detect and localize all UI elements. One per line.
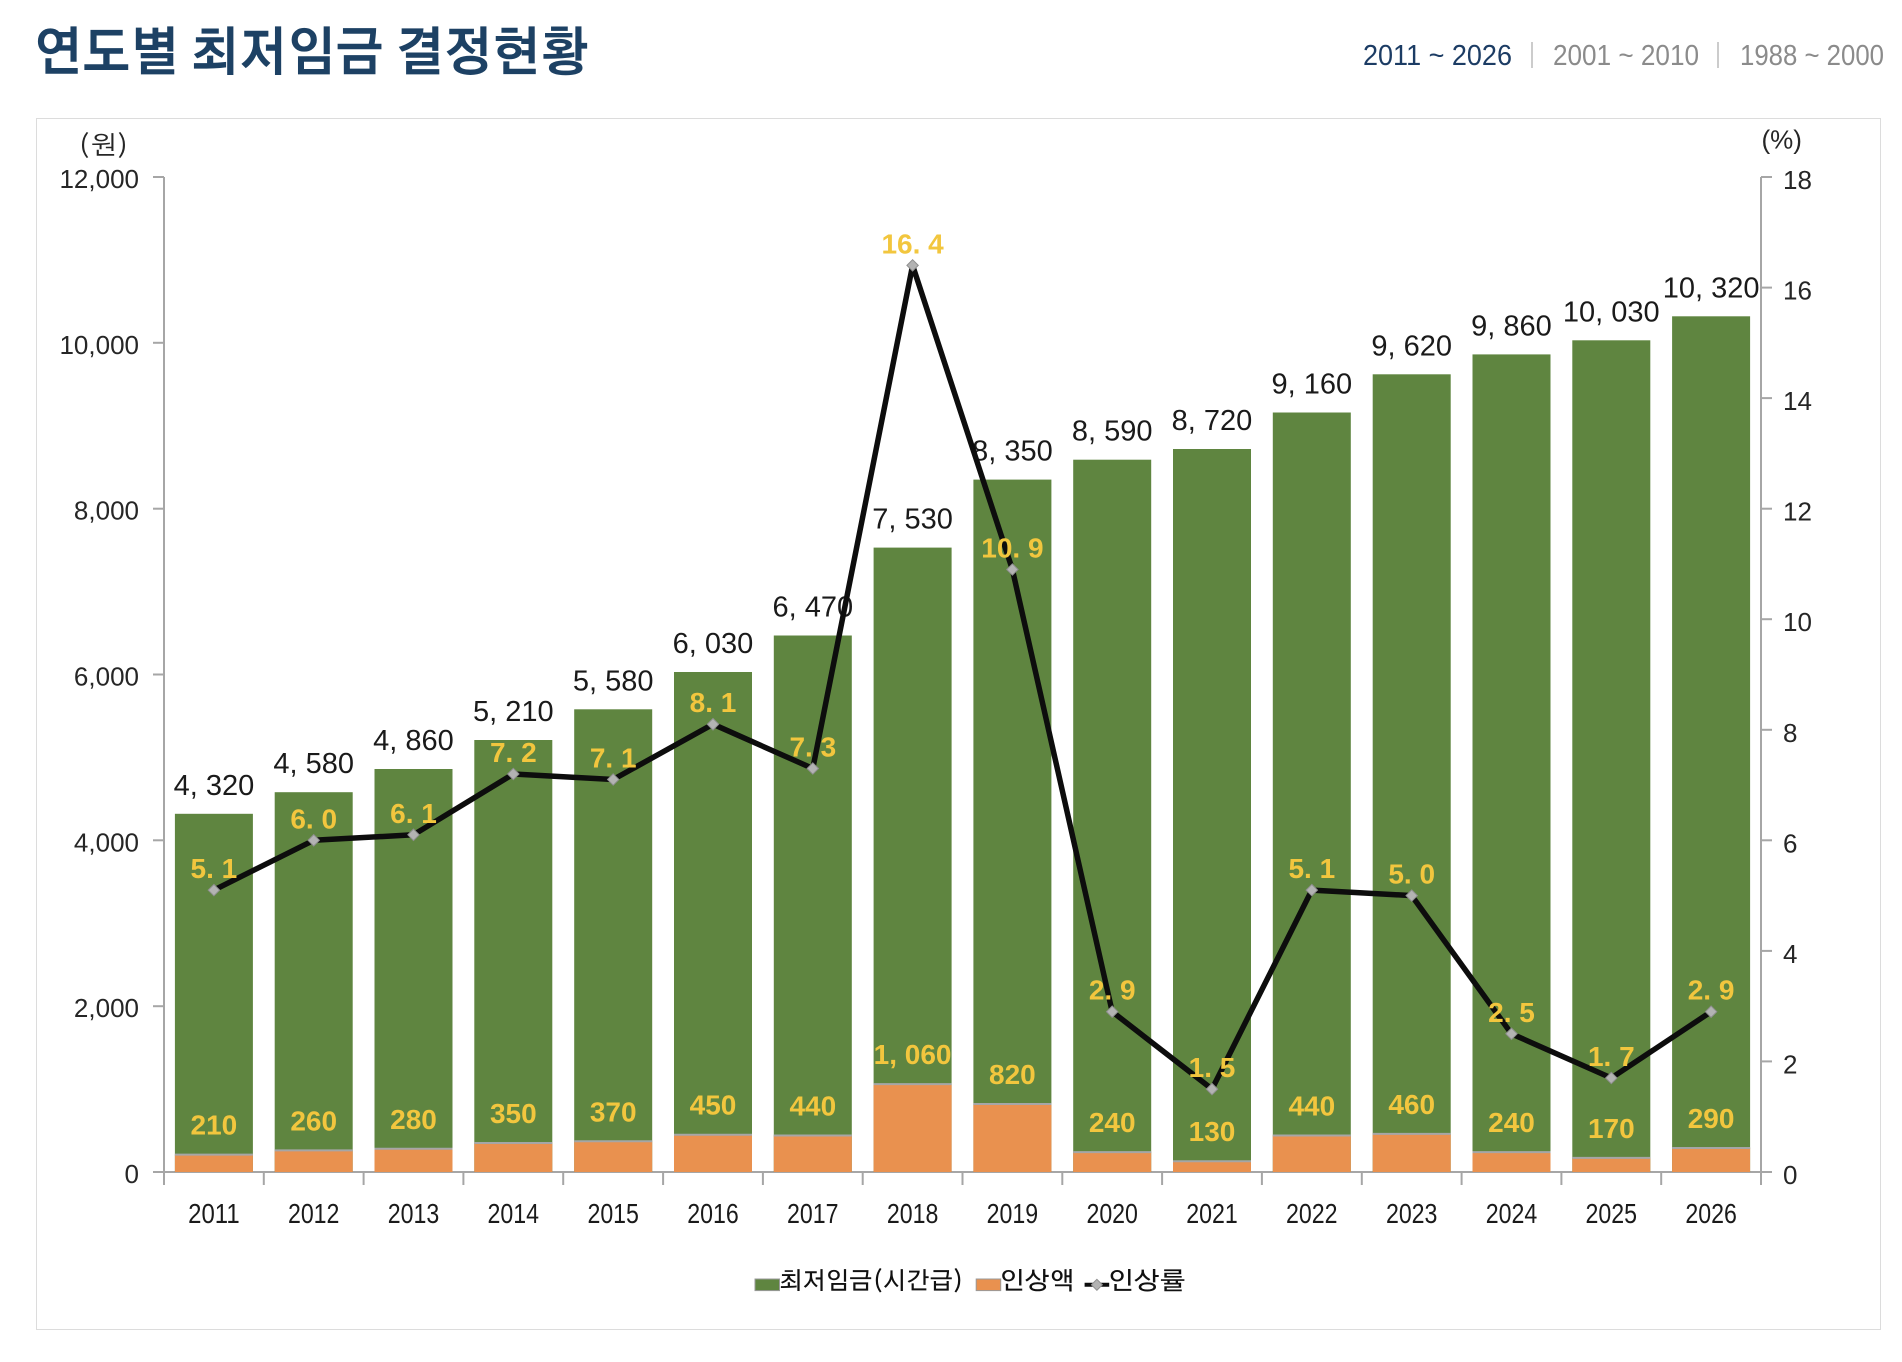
svg-text:2016: 2016 xyxy=(687,1198,739,1229)
svg-text:10, 030: 10, 030 xyxy=(1563,296,1660,328)
svg-text:6. 0: 6. 0 xyxy=(290,803,337,834)
svg-text:2020: 2020 xyxy=(1086,1198,1138,1229)
svg-text:10: 10 xyxy=(1783,607,1812,637)
svg-text:2011 ~ 2026: 2011 ~ 2026 xyxy=(1363,40,1512,72)
svg-text:8: 8 xyxy=(1783,718,1797,748)
svg-text:460: 460 xyxy=(1388,1089,1435,1120)
svg-text:2,000: 2,000 xyxy=(74,993,139,1023)
svg-text:7. 1: 7. 1 xyxy=(590,743,637,774)
svg-text:8, 350: 8, 350 xyxy=(972,436,1053,468)
svg-text:16: 16 xyxy=(1783,276,1812,306)
svg-text:8. 1: 8. 1 xyxy=(690,687,737,718)
svg-text:12,000: 12,000 xyxy=(59,164,139,194)
svg-text:2025: 2025 xyxy=(1586,1198,1638,1229)
svg-text:12: 12 xyxy=(1783,497,1812,527)
svg-text:6. 1: 6. 1 xyxy=(390,798,437,829)
svg-text:370: 370 xyxy=(590,1096,637,1127)
svg-text:2001 ~ 2010: 2001 ~ 2010 xyxy=(1553,40,1699,72)
svg-text:2017: 2017 xyxy=(787,1198,839,1229)
svg-text:2024: 2024 xyxy=(1486,1198,1538,1229)
svg-text:6, 470: 6, 470 xyxy=(772,592,853,624)
svg-text:280: 280 xyxy=(390,1104,437,1135)
svg-text:18: 18 xyxy=(1783,165,1812,195)
svg-text:240: 240 xyxy=(1089,1107,1136,1138)
svg-text:5. 1: 5. 1 xyxy=(191,853,238,884)
svg-text:10. 9: 10. 9 xyxy=(981,533,1043,564)
svg-text:(%): (%) xyxy=(1762,125,1802,155)
svg-text:2023: 2023 xyxy=(1386,1198,1438,1229)
svg-text:7, 530: 7, 530 xyxy=(872,504,953,536)
svg-text:2019: 2019 xyxy=(987,1198,1039,1229)
svg-text:9, 620: 9, 620 xyxy=(1371,330,1452,362)
svg-text:1. 5: 1. 5 xyxy=(1189,1052,1236,1083)
svg-text:4, 320: 4, 320 xyxy=(174,770,255,802)
svg-text:2011: 2011 xyxy=(188,1198,240,1229)
svg-text:130: 130 xyxy=(1189,1116,1236,1147)
svg-text:2. 5: 2. 5 xyxy=(1488,997,1535,1028)
svg-text:14: 14 xyxy=(1783,386,1812,416)
svg-text:1, 060: 1, 060 xyxy=(874,1039,952,1070)
svg-text:820: 820 xyxy=(989,1059,1036,1090)
svg-text:2: 2 xyxy=(1783,1049,1797,1079)
svg-text:6,000: 6,000 xyxy=(74,662,139,692)
svg-text:7. 2: 7. 2 xyxy=(490,737,537,768)
svg-text:4: 4 xyxy=(1783,939,1797,969)
svg-text:2012: 2012 xyxy=(288,1198,340,1229)
svg-text:9, 860: 9, 860 xyxy=(1471,310,1552,342)
svg-text:2013: 2013 xyxy=(388,1198,440,1229)
svg-text:2014: 2014 xyxy=(488,1198,540,1229)
svg-text:5, 210: 5, 210 xyxy=(473,696,554,728)
svg-text:2. 9: 2. 9 xyxy=(1089,975,1136,1006)
svg-text:0: 0 xyxy=(1783,1160,1797,1190)
svg-text:16. 4: 16. 4 xyxy=(881,228,944,259)
svg-text:5. 1: 5. 1 xyxy=(1288,853,1335,884)
svg-text:8, 590: 8, 590 xyxy=(1072,416,1153,448)
svg-text:5. 0: 5. 0 xyxy=(1388,859,1435,890)
svg-text:5, 580: 5, 580 xyxy=(573,665,654,697)
svg-text:350: 350 xyxy=(490,1098,537,1129)
svg-text:0: 0 xyxy=(125,1159,139,1189)
svg-text:290: 290 xyxy=(1688,1103,1735,1134)
svg-text:6, 030: 6, 030 xyxy=(673,628,754,660)
svg-text:240: 240 xyxy=(1488,1107,1535,1138)
svg-text:9, 160: 9, 160 xyxy=(1271,369,1352,401)
svg-text:170: 170 xyxy=(1588,1113,1635,1144)
svg-text:2021: 2021 xyxy=(1186,1198,1238,1229)
svg-text:450: 450 xyxy=(690,1090,737,1121)
svg-text:2022: 2022 xyxy=(1286,1198,1338,1229)
svg-text:1. 7: 1. 7 xyxy=(1588,1041,1635,1072)
svg-text:8, 720: 8, 720 xyxy=(1172,405,1253,437)
svg-text:1988 ~ 2000: 1988 ~ 2000 xyxy=(1740,40,1884,72)
svg-text:440: 440 xyxy=(789,1091,836,1122)
svg-text:440: 440 xyxy=(1288,1091,1335,1122)
svg-text:2. 9: 2. 9 xyxy=(1688,975,1735,1006)
svg-text:10, 320: 10, 320 xyxy=(1663,272,1760,304)
svg-text:210: 210 xyxy=(191,1110,238,1141)
svg-text:2018: 2018 xyxy=(887,1198,939,1229)
svg-text:2015: 2015 xyxy=(587,1198,639,1229)
svg-text:6: 6 xyxy=(1783,828,1797,858)
svg-text:8,000: 8,000 xyxy=(74,496,139,526)
svg-text:2026: 2026 xyxy=(1685,1198,1737,1229)
svg-text:10,000: 10,000 xyxy=(59,330,139,360)
svg-text:260: 260 xyxy=(290,1105,337,1136)
svg-text:4,000: 4,000 xyxy=(74,827,139,857)
svg-text:4, 580: 4, 580 xyxy=(273,748,354,780)
svg-text:4, 860: 4, 860 xyxy=(373,725,454,757)
svg-text:7. 3: 7. 3 xyxy=(789,732,836,763)
